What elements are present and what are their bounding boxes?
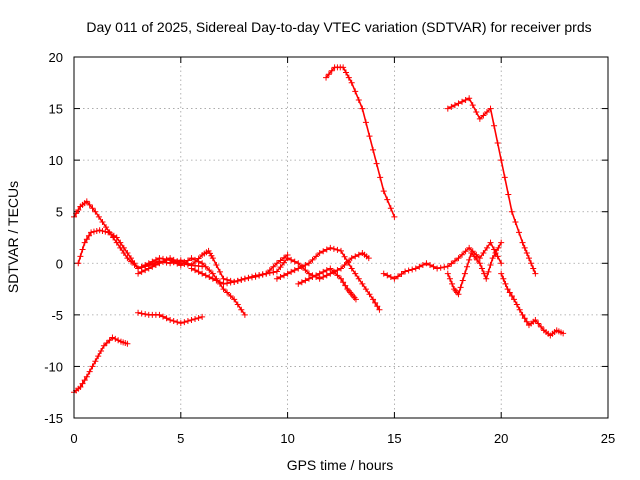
x-tick-label: 0 (70, 431, 77, 446)
series-line (191, 252, 370, 285)
series-arc12 (444, 239, 505, 298)
series-markers (498, 270, 567, 339)
series-arc9 (323, 64, 398, 220)
series-line (447, 242, 502, 296)
series-markers (444, 239, 505, 298)
series-markers (295, 265, 359, 303)
series-arc2 (75, 227, 248, 318)
y-tick-label: 20 (49, 50, 63, 65)
series-arc7 (273, 244, 383, 313)
y-tick-label: -5 (51, 308, 63, 323)
y-axis-title: SDTVAR / TECUs (5, 181, 21, 293)
y-tick-label: 5 (56, 205, 63, 220)
y-tick-label: 0 (56, 256, 63, 271)
series-arc8 (295, 265, 359, 303)
series-line (73, 336, 128, 393)
plot-frame (73, 56, 609, 419)
x-axis-title: GPS time / hours (287, 457, 394, 473)
series-markers (273, 244, 383, 313)
grid-layer (74, 57, 608, 418)
y-tick-label: -15 (44, 411, 63, 426)
series-markers (71, 334, 131, 396)
x-tick-label: 10 (280, 431, 294, 446)
series-line (447, 97, 537, 274)
y-tick-label: -10 (44, 359, 63, 374)
chart-title: Day 011 of 2025, Sidereal Day-to-day VTE… (86, 19, 591, 35)
series-markers (323, 64, 398, 220)
series-arc10 (380, 239, 505, 282)
series-arc3 (71, 334, 131, 396)
series-arc4 (135, 309, 206, 327)
x-tick-label: 25 (601, 431, 615, 446)
series-line (500, 273, 564, 337)
x-tick-label: 20 (494, 431, 508, 446)
x-tick-label: 15 (387, 431, 401, 446)
series-markers (75, 227, 248, 318)
series-arc11 (444, 95, 539, 277)
series-arc6 (188, 249, 372, 287)
series-line (297, 267, 357, 300)
series-line (325, 66, 396, 218)
series-layer (71, 64, 567, 396)
y-tick-label: 15 (49, 102, 63, 117)
x-tick-label: 5 (177, 431, 184, 446)
series-markers (135, 309, 206, 327)
series-markers (380, 239, 505, 282)
series-arc13 (498, 270, 567, 339)
y-tick-label: 10 (49, 153, 63, 168)
series-markers (444, 95, 539, 277)
